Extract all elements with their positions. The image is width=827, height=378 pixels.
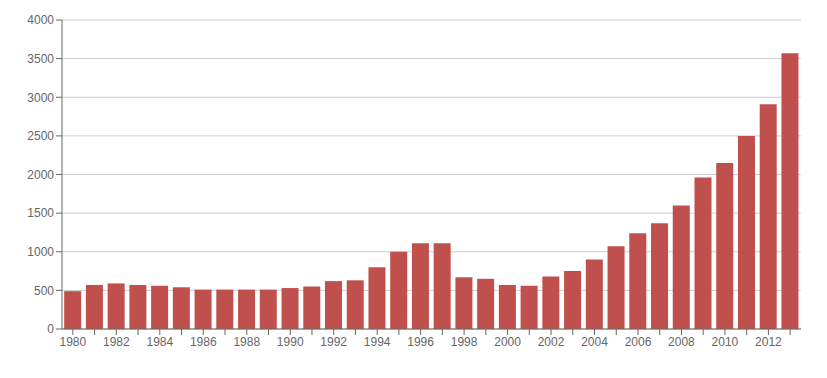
svg-text:2004: 2004 [581,335,608,349]
svg-text:500: 500 [34,284,54,298]
svg-text:2010: 2010 [712,335,739,349]
svg-text:1984: 1984 [146,335,173,349]
svg-text:1000: 1000 [27,245,54,259]
svg-text:2000: 2000 [27,168,54,182]
svg-text:1982: 1982 [103,335,130,349]
svg-text:2002: 2002 [538,335,565,349]
svg-text:0: 0 [47,322,54,336]
svg-text:3000: 3000 [27,91,54,105]
svg-text:1994: 1994 [364,335,391,349]
svg-text:4000: 4000 [27,13,54,27]
svg-text:2500: 2500 [27,129,54,143]
svg-text:3500: 3500 [27,52,54,66]
svg-text:1980: 1980 [60,335,87,349]
svg-text:2000: 2000 [494,335,521,349]
svg-text:1500: 1500 [27,206,54,220]
svg-text:1986: 1986 [190,335,217,349]
svg-text:1988: 1988 [233,335,260,349]
svg-text:2012: 2012 [755,335,782,349]
svg-text:1998: 1998 [451,335,478,349]
svg-text:2006: 2006 [625,335,652,349]
svg-text:1996: 1996 [407,335,434,349]
svg-text:2008: 2008 [668,335,695,349]
svg-text:1992: 1992 [320,335,347,349]
svg-text:1990: 1990 [277,335,304,349]
